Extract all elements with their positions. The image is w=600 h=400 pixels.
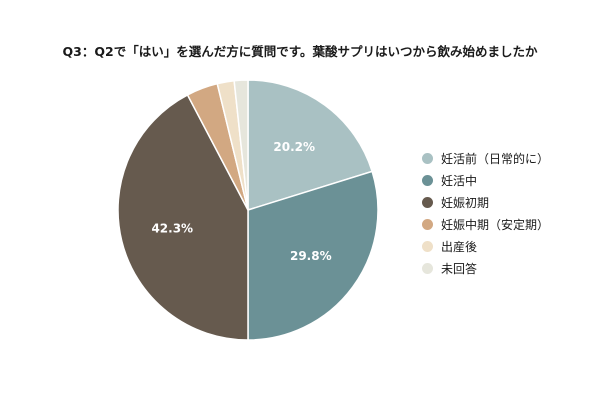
legend-item-5: 出産後: [422, 235, 549, 257]
legend: 妊活前（日常的に） 妊活中妊娠初期妊娠中期（安定期） 出産後未回答: [422, 147, 549, 279]
legend-label: 妊活中: [441, 173, 478, 188]
legend-swatch: [422, 218, 433, 230]
pie-slice-2: [247, 170, 379, 341]
legend-label: 出産後: [441, 239, 478, 254]
legend-item-6: 未回答: [422, 257, 549, 279]
pie-slice-1: [247, 79, 374, 212]
legend-swatch: [422, 240, 433, 252]
pie-slice-6: [233, 79, 249, 211]
legend-item-3: 妊娠初期: [422, 191, 549, 213]
chart-title: Q3：Q2で「はい」を選んだ方に質問です。葉酸サプリはいつから飲み始めましたか: [62, 44, 538, 59]
legend-label: 妊活前（日常的に）: [441, 151, 550, 166]
legend-label: 妊娠初期: [441, 195, 490, 210]
legend-swatch: [422, 196, 433, 208]
legend-swatch: [422, 262, 433, 274]
legend-label: 未回答: [441, 261, 478, 276]
legend-swatch: [422, 152, 433, 164]
slice-data-label-3: 42.3%: [151, 222, 193, 236]
legend-label: 妊娠中期（安定期）: [441, 217, 550, 232]
slice-data-label-2: 29.8%: [290, 249, 332, 263]
legend-item-4: 妊娠中期（安定期）: [422, 213, 549, 235]
slice-data-label-1: 20.2%: [273, 140, 315, 154]
pie-slice-3: [117, 93, 249, 341]
legend-swatch: [422, 174, 433, 186]
legend-item-1: 妊活前（日常的に）: [422, 147, 549, 169]
legend-item-2: 妊活中: [422, 169, 549, 191]
